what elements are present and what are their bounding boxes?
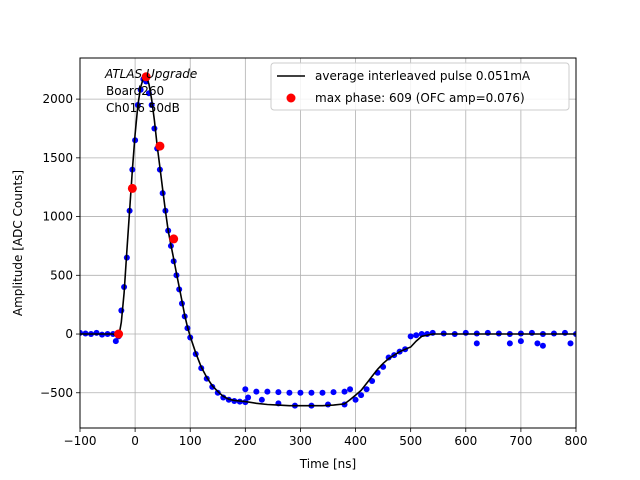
sample-point: [561, 329, 568, 336]
max-phase-marker: [169, 234, 179, 244]
x-axis-ticks: −100 0 100 200 300 400 500 600 700 800: [64, 428, 588, 448]
sample-point: [245, 394, 252, 401]
y-tick-label: −500: [40, 386, 73, 400]
y-tick-label: 0: [65, 327, 73, 341]
x-axis-label: Time [ns]: [299, 457, 356, 471]
annotation-line-1: ATLAS Upgrade: [104, 67, 197, 81]
y-tick-label: 500: [50, 268, 73, 282]
legend-marker-swatch: [286, 93, 296, 103]
sample-point: [319, 389, 326, 396]
sample-point: [308, 389, 315, 396]
sample-point: [242, 386, 249, 393]
sample-point: [484, 329, 491, 336]
grid: [79, 58, 577, 428]
sample-point: [258, 396, 265, 403]
x-tick-label: −100: [64, 434, 97, 448]
x-tick-label: 600: [454, 434, 477, 448]
y-axis-ticks: −500 0 500 1000 1500 2000: [40, 92, 80, 400]
sample-point: [118, 307, 125, 314]
annotation-line-2: Board260: [106, 84, 164, 98]
sample-point: [275, 389, 282, 396]
sample-point: [407, 333, 414, 340]
y-tick-label: 2000: [42, 92, 73, 106]
sample-point: [539, 342, 546, 349]
x-tick-label: 400: [344, 434, 367, 448]
sample-point: [93, 329, 100, 336]
x-tick-label: 100: [179, 434, 202, 448]
sample-point: [462, 329, 469, 336]
max-phase-marker: [114, 329, 124, 339]
legend-entry-pulse: average interleaved pulse 0.051mA: [315, 69, 531, 83]
y-tick-label: 1500: [42, 151, 73, 165]
atlas-annotation: ATLAS Upgrade Board260 Ch016 50dB: [104, 67, 197, 115]
sample-point: [341, 388, 348, 395]
sample-point: [330, 389, 337, 396]
x-tick-label: 300: [289, 434, 312, 448]
legend: average interleaved pulse 0.051mA max ph…: [270, 62, 570, 111]
plot-marks: [80, 72, 576, 409]
sample-point: [253, 388, 260, 395]
sample-point: [413, 332, 420, 339]
sample-point: [528, 329, 535, 336]
x-tick-label: 200: [234, 434, 257, 448]
sample-point: [358, 392, 365, 399]
legend-entry-max-phase: max phase: 609 (OFC amp=0.076): [315, 91, 525, 105]
sample-point: [363, 386, 370, 393]
sample-point: [264, 388, 271, 395]
x-tick-label: 700: [509, 434, 532, 448]
sample-point: [352, 396, 359, 403]
y-axis-label: Amplitude [ADC Counts]: [11, 170, 25, 316]
max-phase-marker: [127, 183, 137, 193]
sample-point: [214, 389, 221, 396]
plot-frame: [79, 57, 577, 429]
legend-box: [270, 62, 570, 111]
max-phase-marker: [141, 72, 151, 82]
sample-point: [534, 340, 541, 347]
x-tick-label: 0: [131, 434, 139, 448]
sample-point: [506, 340, 513, 347]
average-pulse-line: [80, 75, 576, 407]
sample-point: [112, 338, 119, 345]
max-phase-marker: [155, 141, 165, 151]
sample-point: [567, 340, 574, 347]
sample-point: [473, 340, 480, 347]
sample-point: [347, 386, 354, 393]
sample-point: [517, 338, 524, 345]
sample-point: [286, 389, 293, 396]
annotation-line-3: Ch016 50dB: [106, 101, 180, 115]
plot-area: [80, 72, 576, 409]
y-tick-label: 1000: [42, 210, 73, 224]
x-tick-label: 800: [565, 434, 588, 448]
x-tick-label: 500: [399, 434, 422, 448]
sample-point: [297, 389, 304, 396]
